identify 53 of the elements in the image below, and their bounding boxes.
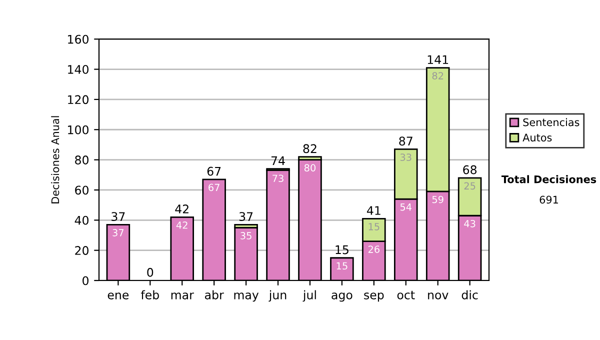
data-label: 35 xyxy=(240,232,252,240)
total-label: 68 xyxy=(463,165,477,174)
data-label: 82 xyxy=(432,72,444,80)
text: 691 xyxy=(540,196,558,204)
y-tick-label: 40 xyxy=(74,216,88,225)
x-tick-label: nov xyxy=(428,292,448,300)
x-tick-label: sep xyxy=(364,292,384,302)
y-tick-label: 80 xyxy=(75,156,88,164)
data-label: 59 xyxy=(432,196,444,204)
y-tick-label: 100 xyxy=(68,125,88,134)
total-label: 37 xyxy=(112,212,125,221)
y-axis-title: Decisiones Anual xyxy=(51,116,60,204)
total-label: 141 xyxy=(428,55,448,64)
total-label: 87 xyxy=(399,136,412,146)
x-tick-label: dic xyxy=(462,290,478,300)
y-tick-label: 60 xyxy=(75,186,88,195)
total-label: 42 xyxy=(175,204,188,214)
data-label: 80 xyxy=(304,164,316,172)
data-label: 73 xyxy=(272,174,284,182)
y-tick-label: 0 xyxy=(82,276,88,286)
total-label: 0 xyxy=(147,268,154,277)
y-tick-label: 160 xyxy=(68,34,88,44)
x-tick-label: jul xyxy=(302,290,316,302)
total-label: 41 xyxy=(366,206,380,215)
y-tick-label: 120 xyxy=(68,95,88,104)
legend-label: Autos xyxy=(522,134,552,142)
legend-label: Sentencias xyxy=(523,118,580,126)
text: Total Decisiones xyxy=(501,175,596,184)
data-label: 25 xyxy=(464,182,476,190)
data-label: 43 xyxy=(464,220,476,228)
total-label: 74 xyxy=(271,156,285,166)
x-tick-label: abr xyxy=(205,290,224,300)
x-tick-label: may xyxy=(234,292,259,302)
x-tick-label: ene xyxy=(108,292,129,300)
x-tick-label: mar xyxy=(171,292,194,300)
x-tick-label: oct xyxy=(397,290,415,300)
data-label: 33 xyxy=(400,154,412,161)
total-label: 15 xyxy=(336,245,348,254)
data-label: 15 xyxy=(368,223,380,230)
data-label: 26 xyxy=(368,246,380,253)
data-label: 42 xyxy=(176,221,188,229)
y-tick-label: 140 xyxy=(68,65,88,74)
total-label: 37 xyxy=(239,212,253,221)
total-label: 67 xyxy=(207,166,221,176)
total-label: 82 xyxy=(303,144,316,154)
data-label: 37 xyxy=(112,229,124,236)
data-label: 15 xyxy=(336,262,348,270)
x-tick-label: ago xyxy=(332,292,352,302)
y-tick-label: 20 xyxy=(75,246,88,255)
x-tick-label: jun xyxy=(268,290,286,302)
data-label: 67 xyxy=(208,184,220,192)
data-label: 54 xyxy=(400,203,412,211)
x-tick-label: feb xyxy=(140,290,159,300)
